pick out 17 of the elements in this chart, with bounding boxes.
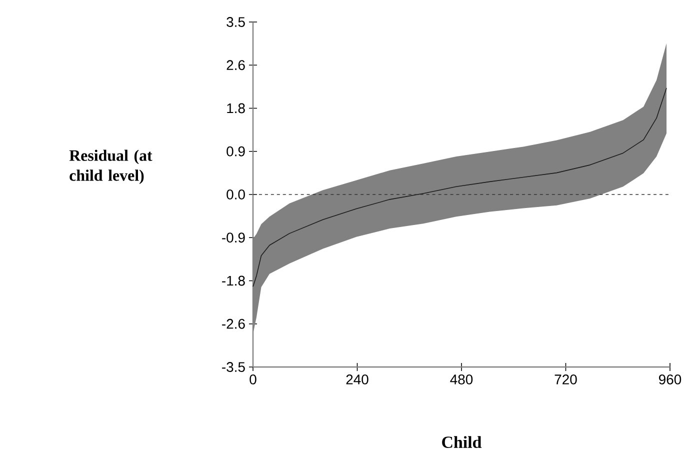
y-tick-label: 0.9 — [226, 146, 245, 156]
x-tick-label: 720 — [554, 374, 577, 384]
y-tick-label: 0.0 — [226, 190, 245, 200]
y-tick-label: -3.5 — [222, 362, 245, 372]
x-tick-label: 240 — [346, 374, 368, 384]
y-tick-label: -2.6 — [222, 318, 245, 329]
x-tick-label: 0 — [250, 374, 256, 384]
y-tick-label: -1.8 — [222, 276, 245, 286]
x-tick-label: 480 — [450, 374, 473, 384]
line-series — [252, 88, 667, 288]
y-tick-label: -0.9 — [222, 232, 245, 243]
y-tick-label: 1.8 — [227, 103, 245, 114]
x-tick-label: 960 — [659, 374, 682, 384]
y-axis-title: Residual (at child level) — [69, 150, 152, 184]
y-tick-label: 3.5 — [226, 17, 245, 27]
x-axis-title: Child — [442, 436, 482, 448]
y-tick-label: 2.6 — [226, 60, 245, 70]
